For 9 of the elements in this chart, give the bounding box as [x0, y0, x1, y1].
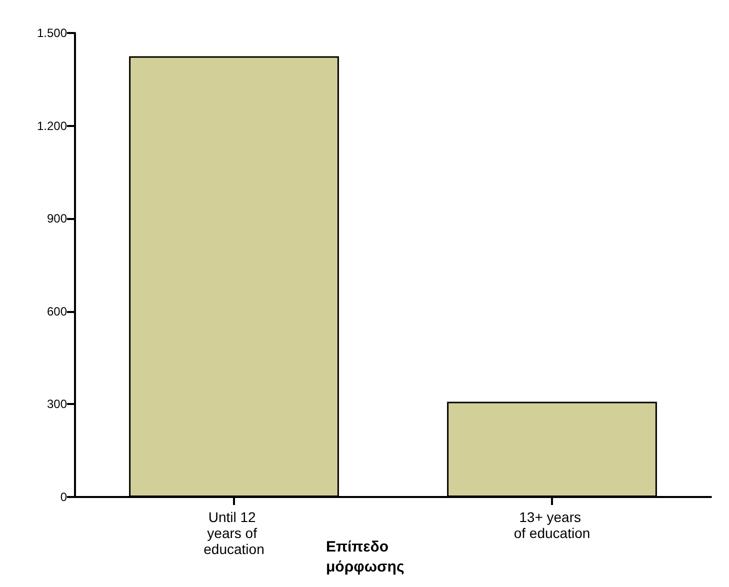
y-tick-label: 1.200 [36, 118, 68, 133]
y-tick-label: 0 [60, 490, 68, 504]
y-tick-label: 300 [46, 397, 68, 412]
y-tick-label: 600 [46, 304, 68, 318]
y-tick-label: 900 [46, 212, 68, 226]
y-tick-label: 1.500 [36, 26, 68, 40]
x-tick-label: Until 12 years of education [204, 509, 264, 557]
x-tick-label: 13+ years of education [514, 509, 590, 541]
x-axis-title: Επίπεδο μόρφωσης [326, 538, 404, 576]
